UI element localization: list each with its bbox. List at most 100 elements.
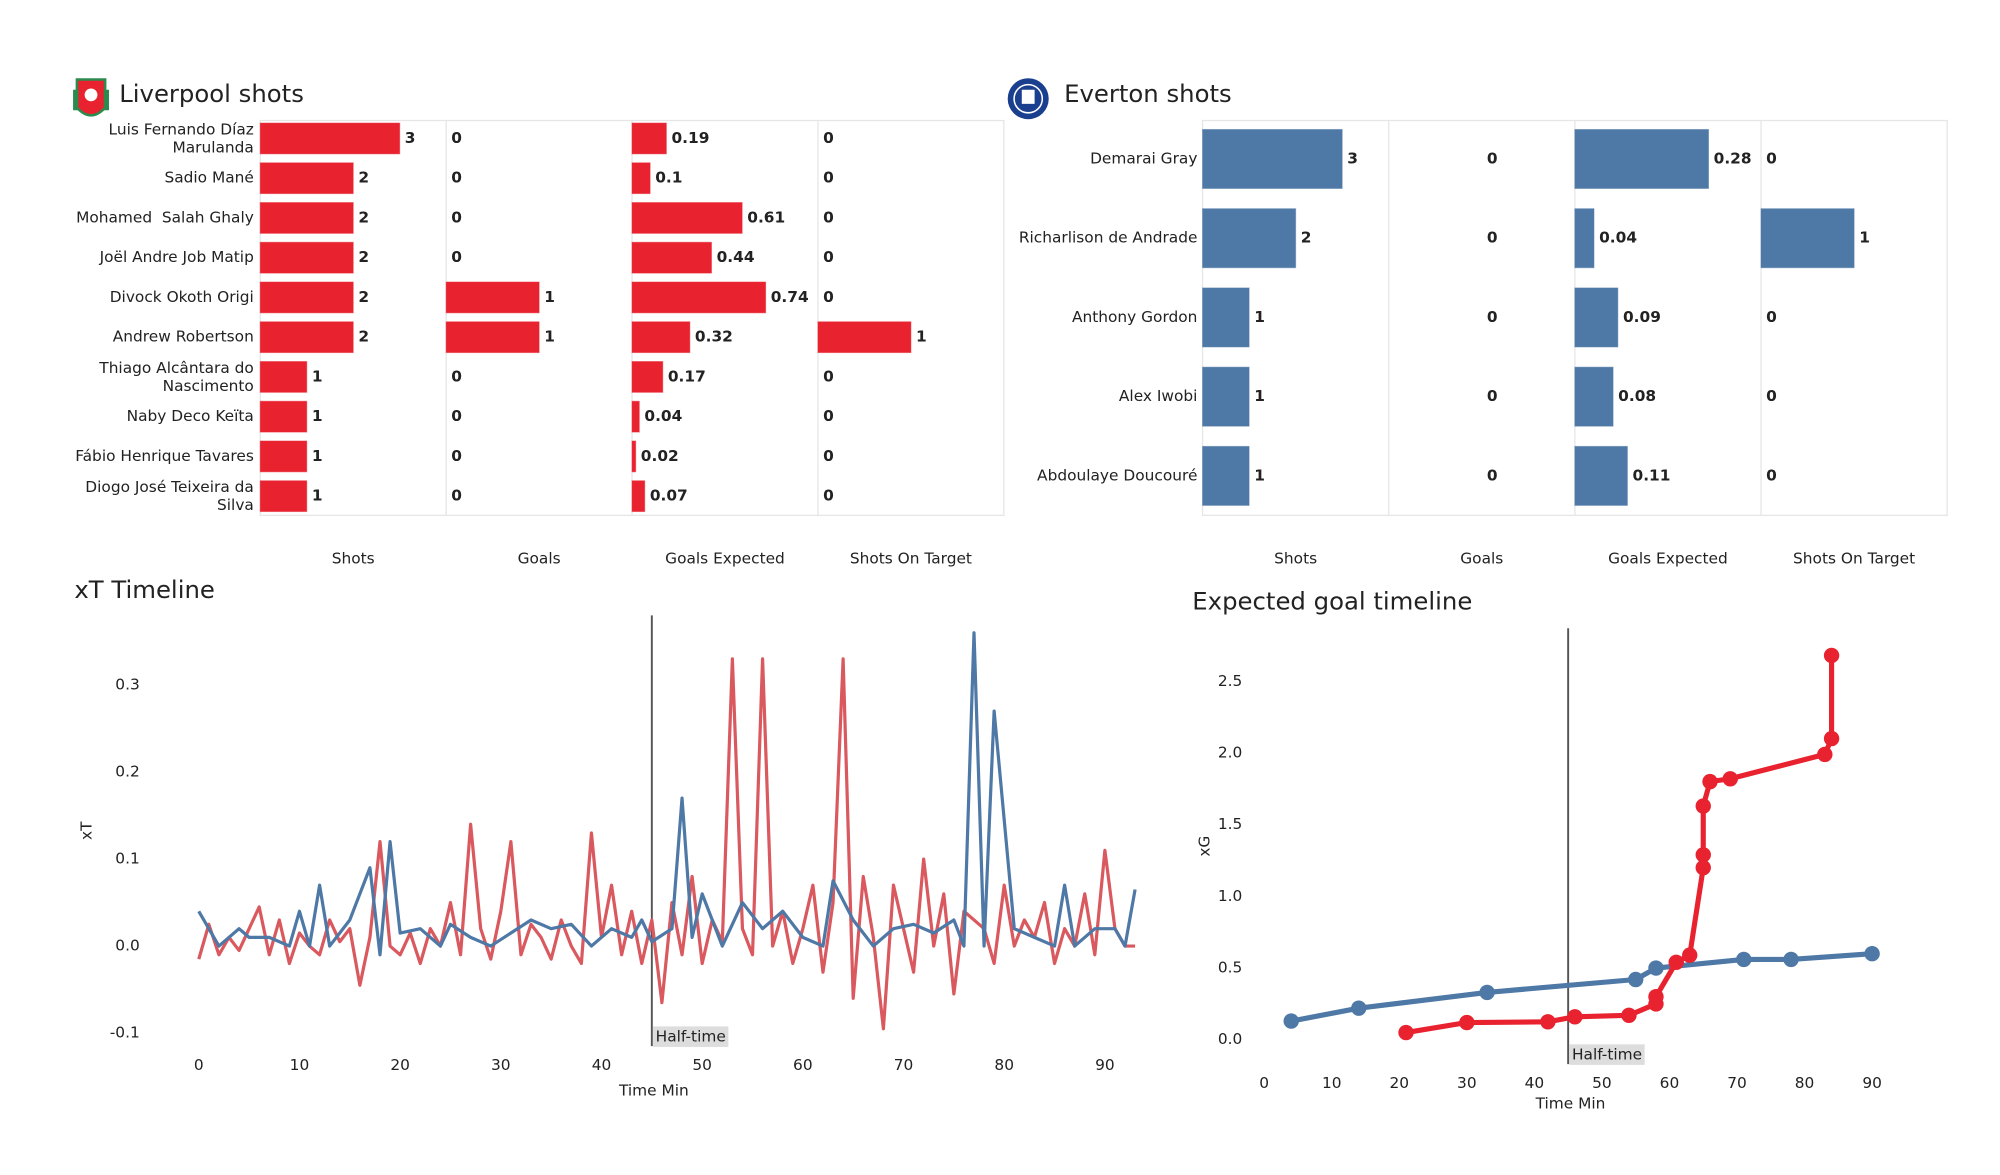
x-tick-label: 80 xyxy=(994,1056,1014,1074)
value-label: 0.61 xyxy=(747,208,785,226)
value-label: 1 xyxy=(312,447,323,465)
marker xyxy=(1823,647,1840,664)
value-label: 0 xyxy=(823,447,834,465)
marker xyxy=(1479,984,1495,1001)
value-label: 0.08 xyxy=(1618,387,1656,405)
marker xyxy=(1682,947,1698,963)
value-label: 2 xyxy=(358,208,369,226)
value-label: 0 xyxy=(823,367,834,385)
value-label: 0.04 xyxy=(644,407,682,425)
x-tick-label: 20 xyxy=(390,1056,410,1074)
x-tick-label: 10 xyxy=(290,1056,310,1074)
y-axis-label: xT xyxy=(78,821,96,840)
marker xyxy=(1398,1024,1414,1041)
value-label: 2 xyxy=(1301,229,1312,247)
marker xyxy=(1540,1014,1556,1030)
panel-label: Shots xyxy=(1274,549,1317,567)
panel-label: Shots xyxy=(332,549,375,567)
panel-label: Goals Expected xyxy=(665,549,785,567)
bar xyxy=(631,400,640,433)
y-tick-label: 0.3 xyxy=(115,676,139,694)
value-label: 0 xyxy=(823,487,834,505)
bar xyxy=(259,440,308,473)
value-label: 0.74 xyxy=(771,288,809,306)
value-label: 2 xyxy=(358,288,369,306)
value-label: 0 xyxy=(1766,387,1777,405)
y-tick-label: 1.0 xyxy=(1218,887,1242,905)
value-label: 0 xyxy=(451,169,462,187)
player-name: Sadio Mané xyxy=(164,169,253,187)
bar xyxy=(259,281,354,314)
annotation: Half-time xyxy=(656,1028,726,1046)
x-tick-label: 60 xyxy=(1660,1074,1680,1092)
value-label: 2 xyxy=(358,248,369,266)
marker xyxy=(1702,773,1718,790)
x-tick-label: 0 xyxy=(194,1056,204,1074)
marker xyxy=(1351,1000,1367,1016)
player-name: Thiago Alcântara do Nascimento xyxy=(98,358,254,394)
value-label: 0.1 xyxy=(655,169,682,187)
marker xyxy=(1864,946,1880,962)
panel-label: Goals Expected xyxy=(1608,549,1728,567)
everton-crest xyxy=(1007,78,1049,120)
bar xyxy=(259,241,354,274)
value-label: 0 xyxy=(451,129,462,147)
bar xyxy=(1574,366,1614,427)
value-label: 1 xyxy=(312,367,323,385)
bar xyxy=(631,361,664,393)
player-name: Richarlison de Andrade xyxy=(1019,229,1198,247)
x-tick-label: 80 xyxy=(1795,1074,1815,1092)
x-tick-label: 20 xyxy=(1389,1074,1409,1092)
bar xyxy=(445,281,540,314)
bar xyxy=(631,162,651,195)
bar xyxy=(1574,208,1595,269)
chart-title: xT Timeline xyxy=(74,575,215,604)
marker xyxy=(1817,746,1833,763)
player-name: Naby Deco Keïta xyxy=(127,407,254,425)
player-name: Abdoulaye Doucouré xyxy=(1037,466,1197,484)
marker xyxy=(1695,798,1711,814)
series-line xyxy=(1405,655,1835,1036)
value-label: 0.04 xyxy=(1599,229,1637,247)
series-line xyxy=(1290,951,1873,1024)
bar xyxy=(259,480,308,513)
value-label: 0.09 xyxy=(1623,308,1661,326)
panel-label: Shots On Target xyxy=(1793,549,1915,567)
value-label: 0.02 xyxy=(641,447,679,465)
value-label: 0 xyxy=(451,447,462,465)
value-label: 0.32 xyxy=(695,328,733,346)
x-tick-label: 10 xyxy=(1322,1074,1342,1092)
marker xyxy=(1621,1007,1637,1024)
marker xyxy=(1668,954,1684,970)
player-name: Anthony Gordon xyxy=(1072,308,1197,326)
bar xyxy=(259,321,354,354)
value-label: 0 xyxy=(1766,149,1777,167)
y-tick-label: -0.1 xyxy=(110,1024,140,1042)
marker xyxy=(1283,1013,1299,1029)
bar xyxy=(1202,366,1250,427)
value-label: 0 xyxy=(823,169,834,187)
chart-title: Liverpool shots xyxy=(119,79,304,108)
value-label: 1 xyxy=(1859,229,1870,247)
bar xyxy=(259,202,354,234)
value-label: 3 xyxy=(1347,149,1358,167)
annotation: Half-time xyxy=(1572,1046,1642,1064)
value-label: 0.28 xyxy=(1714,149,1752,167)
liverpool-crest xyxy=(73,78,109,117)
series-line xyxy=(197,657,1136,1031)
x-tick-label: 70 xyxy=(1727,1074,1747,1092)
marker xyxy=(1736,951,1752,968)
annotation-bg xyxy=(1569,1044,1645,1065)
bar xyxy=(1760,208,1855,269)
player-name: Demarai Gray xyxy=(1090,149,1197,167)
value-label: 0.11 xyxy=(1633,466,1671,484)
marker xyxy=(1567,1009,1583,1025)
bar xyxy=(1202,445,1250,506)
player-name: Alex Iwobi xyxy=(1119,387,1198,405)
marker xyxy=(1695,859,1711,876)
value-label: 0.44 xyxy=(717,248,755,266)
value-label: 0.19 xyxy=(671,129,709,147)
y-tick-label: 0.0 xyxy=(115,937,139,955)
value-label: 1 xyxy=(1254,387,1265,405)
